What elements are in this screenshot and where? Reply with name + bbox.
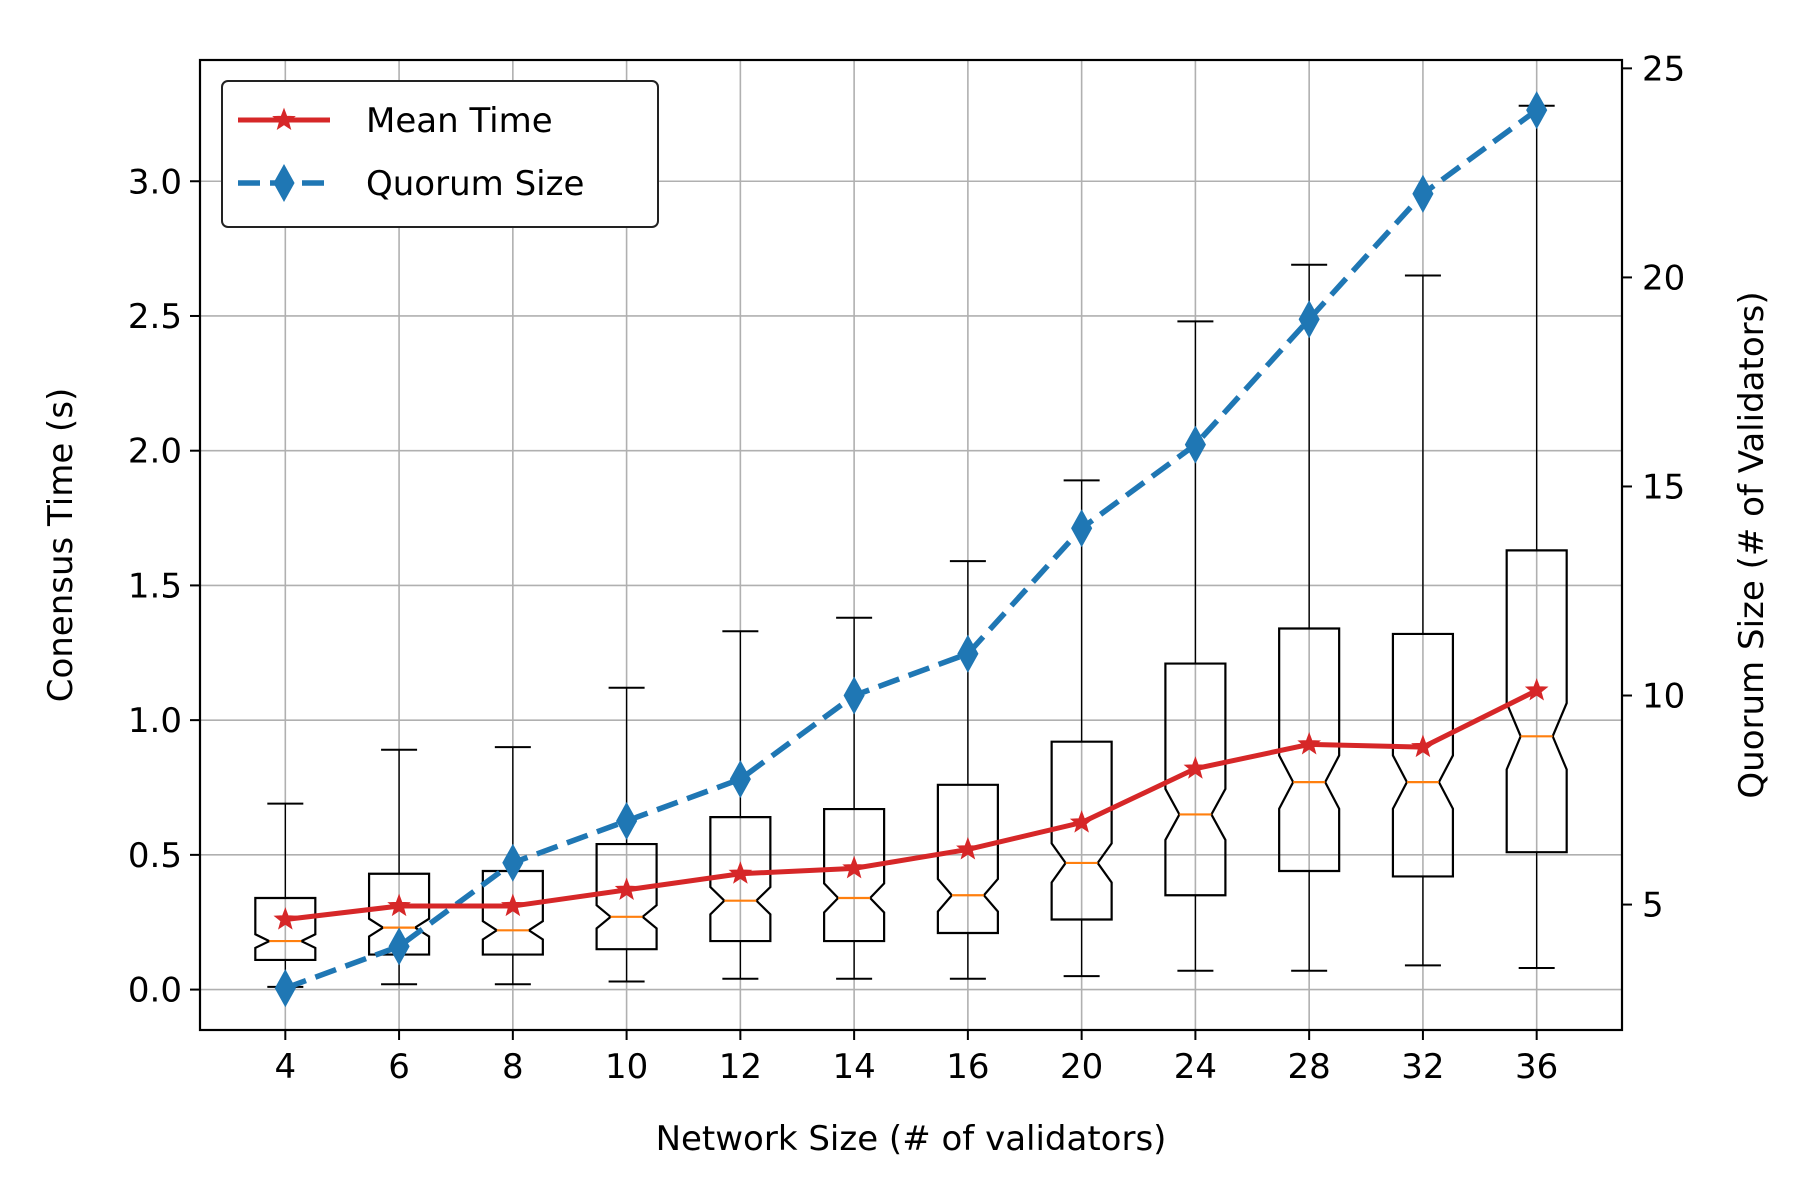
point-quorum-size	[1184, 425, 1206, 464]
y-tick-label: 2.0	[128, 432, 182, 472]
point-quorum-size	[843, 676, 865, 715]
x-tick-label: 12	[719, 1047, 762, 1087]
plot-frame	[198, 58, 1624, 1032]
point-mean-time	[614, 877, 639, 900]
y-tick-label: 1.0	[128, 701, 182, 741]
box	[1164, 662, 1227, 897]
point-mean-time	[842, 855, 866, 879]
box	[1050, 740, 1113, 921]
point-quorum-size	[388, 927, 410, 966]
point-mean-time	[1069, 810, 1094, 833]
x-tick-label: 14	[832, 1047, 875, 1087]
box	[823, 807, 886, 943]
x-tick-label: 28	[1288, 1047, 1331, 1087]
x-tick-label: 10	[605, 1047, 648, 1087]
y-right-tick-label: 20	[1642, 258, 1685, 298]
point-quorum-size	[616, 801, 638, 840]
point-quorum-size	[1071, 509, 1093, 548]
point-mean-time	[956, 837, 980, 860]
legend-marker-quorum-size	[273, 163, 295, 203]
y-right-tick-label: 25	[1642, 49, 1685, 89]
point-quorum-size	[1298, 300, 1320, 339]
point-quorum-size	[274, 969, 296, 1008]
legend-label-mean-time: Mean Time	[366, 101, 553, 141]
box	[1505, 549, 1568, 854]
x-tick-label: 16	[946, 1047, 989, 1087]
box	[595, 842, 658, 951]
point-quorum-size	[1526, 91, 1548, 130]
point-mean-time	[1183, 756, 1208, 779]
point-mean-time	[501, 893, 525, 917]
point-mean-time	[1524, 678, 1549, 701]
point-quorum-size	[957, 634, 979, 673]
point-quorum-size	[729, 760, 751, 799]
box	[254, 896, 317, 962]
y-tick-label: 1.5	[128, 566, 182, 606]
legend: Mean Time Quorum Size	[221, 80, 659, 228]
x-tick-label: 32	[1401, 1047, 1444, 1087]
y-tick-label: 2.5	[128, 297, 182, 337]
y-tick-label: 3.0	[128, 162, 182, 202]
box	[709, 816, 772, 943]
point-mean-time	[728, 861, 753, 884]
y-right-tick-label: 5	[1642, 886, 1664, 926]
x-tick-label: 6	[388, 1047, 410, 1087]
x-tick-label: 4	[274, 1047, 296, 1087]
axis-ticks: 4 6 8 10 12 14 16 20 24 28 32 36 0.0 0.5 1.0 1.5 2.0 2.5 3…	[128, 49, 1685, 1087]
point-mean-time	[1297, 731, 1321, 755]
y-axis-right-label: Quorum Size (# of Validators)	[1732, 291, 1772, 798]
box	[367, 872, 431, 956]
x-axis-label: Network Size (# of validators)	[656, 1119, 1167, 1159]
point-mean-time	[1411, 734, 1435, 758]
x-tick-label: 24	[1174, 1047, 1217, 1087]
y-tick-label: 0.5	[128, 836, 182, 876]
series-lines	[273, 91, 1549, 1008]
legend-marker-mean-time	[272, 107, 296, 131]
series-line-mean-time	[285, 688, 1538, 923]
x-tick-label: 8	[502, 1047, 524, 1087]
point-mean-time	[273, 907, 298, 930]
point-quorum-size	[502, 843, 524, 882]
x-tick-label: 20	[1060, 1047, 1103, 1087]
series-line-quorum-size	[284, 107, 1539, 991]
legend-box	[221, 80, 659, 228]
box	[1278, 627, 1341, 873]
legend-diamond-quorum-size	[273, 163, 295, 203]
legend-label-quorum-size: Quorum Size	[366, 164, 584, 204]
point-quorum-size	[1412, 174, 1434, 213]
box	[481, 869, 544, 956]
y-right-tick-label: 10	[1642, 677, 1685, 717]
box	[936, 783, 999, 935]
y-right-tick-label: 15	[1642, 467, 1685, 507]
y-tick-label: 0.0	[128, 971, 182, 1011]
box	[1391, 632, 1455, 878]
legend-star-mean-time	[272, 107, 296, 131]
x-tick-label: 36	[1515, 1047, 1558, 1087]
y-axis-label: Conensus Time (s)	[41, 388, 81, 703]
point-mean-time	[387, 893, 411, 917]
